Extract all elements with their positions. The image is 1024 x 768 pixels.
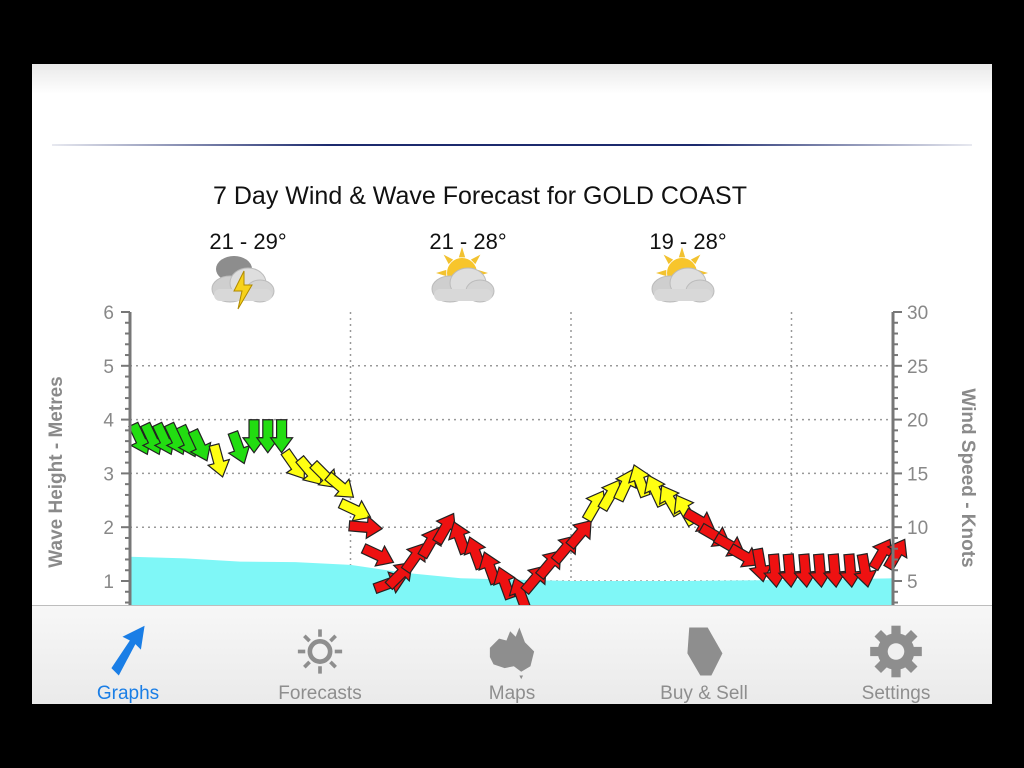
y-tick-label: 2 (103, 518, 114, 539)
app-window: 7 Day Wind & Wave Forecast for GOLD COAS… (32, 64, 992, 704)
day-temperature: 21 - 28° (429, 229, 506, 254)
y-tick-label: 5 (103, 357, 114, 378)
y-tick-label: 4 (103, 411, 114, 432)
tab-graphs[interactable]: Graphs (32, 606, 224, 704)
y2-tick-label: 10 (907, 518, 928, 539)
wind-arrow-light (838, 553, 863, 589)
wind-arrow-strong (227, 430, 251, 465)
chart-title: 7 Day Wind & Wave Forecast for GOLD COAS… (213, 182, 747, 210)
y2-axis-title: Wind Speed - Knots (957, 388, 978, 567)
wind-arrow-strong (269, 419, 294, 454)
wind-arrow-strong (255, 419, 280, 454)
wind-arrow-light (777, 553, 802, 589)
tab-label: Graphs (96, 683, 160, 704)
wind-wave-chart: 7 Day Wind & Wave Forecast for GOLD COAS… (46, 182, 992, 605)
wind-arrow-light (853, 552, 878, 588)
gear-icon (870, 625, 922, 678)
wind-arrow-moderate (337, 497, 372, 522)
tab-label: Maps (488, 683, 536, 704)
wind-arrow-light (822, 553, 847, 589)
sun-icon (297, 629, 343, 674)
tab-label: Buy & Sell (660, 683, 748, 704)
arrow-icon (111, 625, 145, 676)
tab-forecasts[interactable]: Forecasts (224, 606, 416, 704)
wind-arrow-light (565, 519, 592, 550)
wind-arrow-light (727, 543, 761, 568)
y2-tick-label: 15 (907, 464, 928, 485)
y2-tick-label: 25 (907, 357, 928, 378)
wind-arrow-strong (187, 428, 212, 462)
tab-label: Forecasts (278, 683, 362, 704)
sun-cloud-icon (431, 247, 495, 303)
day-temperature: 19 - 28° (649, 229, 726, 254)
thunderstorm-icon (211, 256, 275, 310)
top-bar (32, 64, 992, 94)
wind-arrow-moderate (206, 443, 231, 478)
clip-mask (893, 214, 992, 309)
y2-tick-label: 20 (907, 411, 928, 432)
wind-arrow-light (360, 543, 395, 567)
tab-settings[interactable]: Settings (800, 606, 992, 704)
day-temperature: 21 - 29° (209, 229, 286, 254)
y-tick-label: 6 (103, 303, 114, 324)
y2-tick-label: 5 (907, 572, 918, 593)
tab-buy-sell[interactable]: Buy & Sell (608, 606, 800, 704)
y2-tick-label: 30 (907, 303, 928, 324)
tab-bar: Graphs Forecasts Maps Buy & Sell Settings (32, 605, 992, 704)
wind-arrow-moderate (324, 471, 355, 498)
y-tick-label: 3 (103, 464, 114, 485)
wind-arrow-light (348, 515, 384, 540)
wind-arrow-light (807, 553, 833, 589)
australia-map-icon (489, 627, 535, 680)
wind-arrow-light (793, 553, 818, 589)
tag-icon (687, 627, 723, 676)
tab-maps[interactable]: Maps (416, 606, 608, 704)
tab-label: Settings (861, 683, 931, 704)
wave-height-area (130, 556, 893, 605)
header-divider (52, 144, 972, 146)
y-axis-title: Wave Height - Metres (46, 376, 67, 567)
y-tick-label: 1 (103, 572, 114, 593)
wind-arrow-light (762, 553, 788, 589)
sun-cloud-icon (651, 247, 715, 303)
